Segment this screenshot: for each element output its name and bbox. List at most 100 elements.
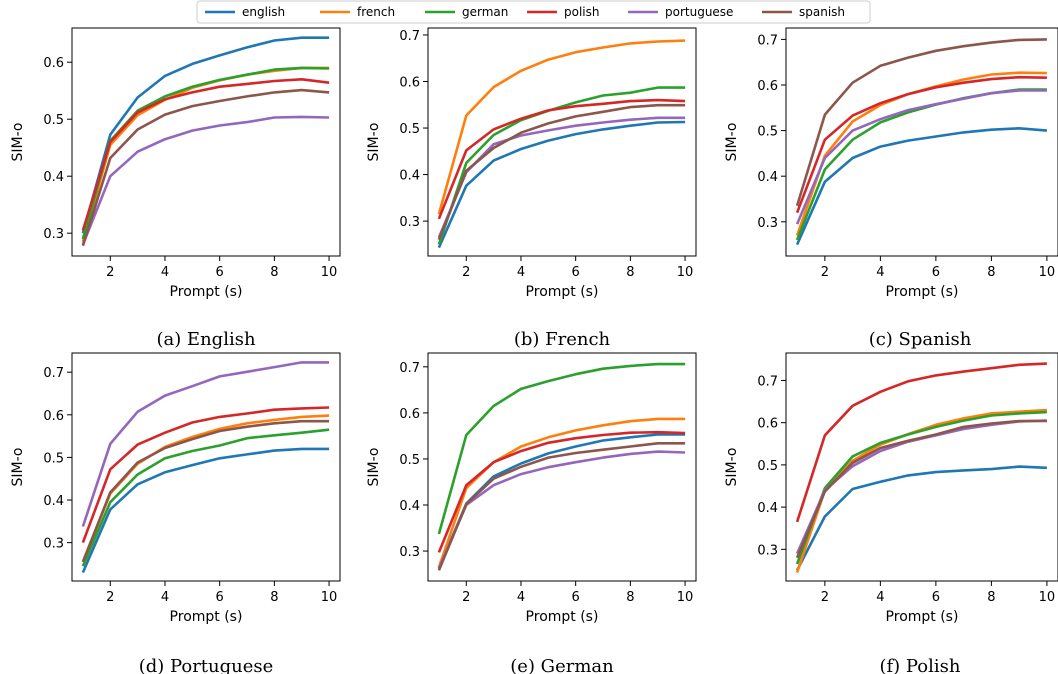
series-line-polish [81,406,330,544]
x-tick-label: 4 [517,265,525,280]
legend-label-english: english [242,5,285,19]
series-line-german [81,66,330,240]
x-tick-label: 4 [876,265,884,280]
x-axis-label: Prompt (s) [526,609,599,625]
series-line-spanish [795,38,1047,207]
x-tick-label: 8 [626,265,634,280]
series-line-portuguese [81,361,330,527]
y-tick-label: 0.6 [757,79,778,94]
series-line-polish [437,98,686,220]
y-tick-label: 0.6 [399,407,420,422]
panel-caption: (a) English [156,329,256,350]
x-tick-label: 10 [677,265,694,280]
legend-label-french: french [357,5,395,19]
y-tick-label: 0.5 [43,451,64,466]
x-tick-label: 6 [216,265,224,280]
series-line-polish [795,75,1047,214]
y-axis-label: SIM-o [366,123,382,162]
x-tick-label: 4 [517,590,525,605]
y-tick-label: 0.3 [757,543,778,558]
x-axis-label: Prompt (s) [170,609,243,625]
series-line-german [81,428,330,567]
y-tick-label: 0.3 [399,215,420,230]
y-tick-label: 0.6 [757,417,778,432]
x-tick-label: 2 [106,590,114,605]
x-tick-label: 8 [270,265,278,280]
y-axis-label: SIM-o [724,123,740,162]
x-tick-label: 2 [821,590,829,605]
x-tick-label: 2 [462,265,470,280]
y-tick-label: 0.5 [399,122,420,137]
series-line-french [795,408,1047,574]
x-tick-label: 6 [932,265,940,280]
series-line-german [795,410,1047,565]
panel-caption: (c) Spanish [869,329,972,350]
y-tick-label: 0.5 [43,113,64,128]
x-tick-label: 10 [677,590,694,605]
series-line-polish [81,78,330,231]
y-tick-label: 0.6 [43,409,64,424]
x-axis-label: Prompt (s) [526,284,599,300]
series-line-portuguese [81,115,330,246]
legend-label-spanish: spanish [799,5,845,19]
panel-caption: (b) French [514,329,611,350]
y-axis-label: SIM-o [10,123,26,162]
x-tick-label: 2 [821,265,829,280]
y-tick-label: 0.7 [399,29,420,44]
series-line-spanish [81,88,330,247]
y-tick-label: 0.3 [43,537,64,552]
chart-panel-4: 2 4 6 8 10 0.3 0.4 0.5 0.6 0.7 Prompt (s) SIM-o (d) … [10,352,341,674]
y-tick-label: 0.4 [399,169,420,184]
plot-frame [427,27,697,257]
x-tick-label: 10 [1039,590,1056,605]
y-tick-label: 0.3 [757,216,778,231]
series-line-german [795,88,1047,241]
plot-frame [427,352,697,582]
plot-frame [785,352,1058,582]
x-tick-label: 10 [321,265,338,280]
y-tick-label: 0.7 [43,366,64,381]
series-line-english [437,120,686,249]
chart-panel-6: 2 4 6 8 10 0.3 0.4 0.5 0.6 0.7 Prompt (s) SIM-o (f) … [724,352,1058,674]
x-tick-label: 4 [161,265,169,280]
x-tick-label: 8 [626,590,634,605]
y-tick-label: 0.4 [399,499,420,514]
x-tick-label: 4 [161,590,169,605]
series-line-spanish [81,419,330,563]
series-line-english [795,127,1048,246]
series-line-portuguese [795,89,1047,225]
x-tick-label: 4 [876,590,884,605]
y-tick-label: 0.4 [43,494,64,509]
series-line-english [81,36,330,234]
series-line-french [81,414,330,563]
plot-frame [71,27,341,257]
series-line-spanish [437,441,686,571]
x-tick-label: 8 [987,265,995,280]
y-tick-label: 0.4 [43,170,64,185]
y-axis-label: SIM-o [10,448,26,487]
series-line-french [437,39,686,215]
plot-frame [71,352,341,582]
x-tick-label: 2 [106,265,114,280]
chart-panel-5: 2 4 6 8 10 0.3 0.4 0.5 0.6 0.7 Prompt (s) SIM-o (e) … [366,352,697,674]
legend-label-polish: polish [564,5,599,19]
plot-frame [785,27,1058,257]
x-tick-label: 8 [987,590,995,605]
y-axis-label: SIM-o [366,448,382,487]
x-tick-label: 2 [462,590,470,605]
panel-caption: (d) Portuguese [139,656,274,674]
legend-label-german: german [462,5,508,19]
chart-panel-1: 2 4 6 8 10 0.3 0.4 0.5 0.6 Prompt (s) SIM-o (a) Eng… [10,27,341,350]
legend: english french german polish portuguese spani… [196,0,871,24]
series-line-german [437,362,686,535]
panel-caption: (f) Polish [880,656,961,674]
series-line-english [81,447,330,574]
series-line-french [81,66,330,243]
series-line-english [795,465,1047,571]
x-tick-label: 6 [216,590,224,605]
x-tick-label: 10 [1039,265,1056,280]
x-axis-label: Prompt (s) [170,284,243,300]
x-tick-label: 10 [321,590,338,605]
y-axis-label: SIM-o [724,448,740,487]
